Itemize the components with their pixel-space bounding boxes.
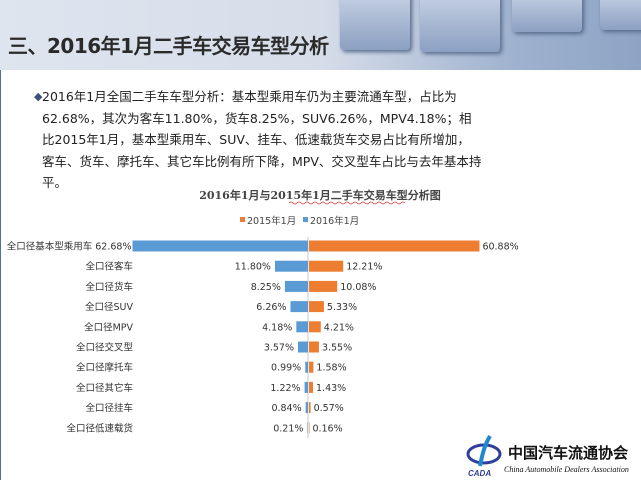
data-label-2016: 1.22% (270, 383, 300, 394)
cada-logo: CADA 中国汽车流通协会 China Automobile Dealers A… (462, 432, 641, 478)
header-banner: 三、2016年1月二手车交易车型分析 (0, 0, 641, 70)
category-label: 全口径挂车 (85, 402, 133, 414)
left-border (0, 70, 1, 480)
legend-label: 2016年1月 (310, 215, 359, 227)
bar-2015 (309, 402, 311, 414)
decor-cube (420, 0, 500, 52)
category-label: 全口径交叉型 (76, 342, 134, 354)
summary-text: 2016年1月全国二手车车型分析：基本型乘用车仍为主要流通车型，占比为62.68… (42, 89, 482, 190)
data-label-2015: 5.33% (327, 302, 357, 313)
legend-label: 2015年1月 (247, 215, 296, 227)
bar-2016 (284, 280, 308, 292)
legend-swatch (240, 217, 245, 222)
data-label-2015: 60.88% (482, 242, 518, 253)
page-title: 三、2016年1月二手车交易车型分析 (8, 34, 329, 58)
decor-cube (512, 0, 582, 32)
category-label: 全口径SUV (85, 301, 133, 313)
cada-emblem-icon: CADA 中国汽车流通协会 China Automobile Dealers A… (466, 434, 629, 478)
data-label-2016: 3.57% (264, 343, 294, 354)
bar-2015 (309, 341, 319, 353)
decor-cube (340, 0, 410, 50)
data-label-2015: 0.16% (312, 423, 342, 434)
data-label-2015: 4.21% (324, 322, 354, 333)
diamond-bullet-icon: ◆ (34, 90, 43, 103)
data-label-2016: 8.25% (251, 282, 281, 293)
svg-text:China Automobile Dealers Assoc: China Automobile Dealers Association (504, 465, 629, 474)
category-label: 全口径低速载货 (66, 422, 133, 434)
bar-2015 (309, 381, 314, 393)
data-label-2015: 12.21% (346, 262, 382, 273)
bar-2016 (305, 361, 308, 373)
chart-title: 2016年1月与2015年1月二手车交易车型分析图 (199, 188, 441, 202)
bar-2016 (298, 341, 308, 353)
bar-2015 (309, 260, 344, 272)
bar-2016 (274, 260, 308, 272)
category-label: 全口径其它车 (76, 382, 133, 394)
data-label-2016: 6.26% (256, 302, 286, 313)
bar-2015 (309, 240, 480, 252)
summary-paragraph: ◆ 2016年1月全国二手车车型分析：基本型乘用车仍为主要流通车型，占比为62.… (34, 86, 482, 194)
data-label-2016: 0.21% (273, 423, 303, 434)
bar-2016 (307, 422, 308, 434)
data-label-2016: 11.80% (235, 262, 271, 273)
category-label: 全口径客车 (85, 261, 133, 273)
bar-2015 (309, 280, 338, 292)
spellcheck-underline (288, 201, 406, 205)
svg-text:中国汽车流通协会: 中国汽车流通协会 (508, 444, 628, 462)
data-label-2016: 0.99% (271, 363, 301, 374)
data-label-2015: 1.58% (316, 363, 346, 374)
bar-2015 (309, 321, 321, 333)
legend-swatch (303, 217, 308, 222)
data-label-2015: 10.08% (340, 282, 376, 293)
category-label: 全口径MPV (84, 321, 133, 333)
category-label: 全口径摩托车 (76, 362, 133, 374)
data-label-2015: 1.43% (316, 383, 346, 394)
category-label: 全口径基本型乘用车 62.68% (7, 241, 132, 253)
data-label-2015: 3.55% (322, 343, 352, 354)
bar-2015 (309, 301, 324, 313)
bar-2016 (305, 402, 308, 414)
bar-2016 (304, 381, 308, 393)
bar-2016 (296, 321, 308, 333)
bar-2015 (309, 361, 314, 373)
decor-cube (600, 0, 641, 30)
svg-text:CADA: CADA (468, 469, 491, 478)
data-label-2016: 0.84% (271, 403, 301, 414)
bar-2016 (132, 240, 308, 252)
data-label-2015: 0.57% (314, 403, 344, 414)
bar-2016 (290, 301, 308, 313)
category-label: 全口径货车 (85, 281, 133, 293)
data-label-2016: 4.18% (262, 322, 292, 333)
